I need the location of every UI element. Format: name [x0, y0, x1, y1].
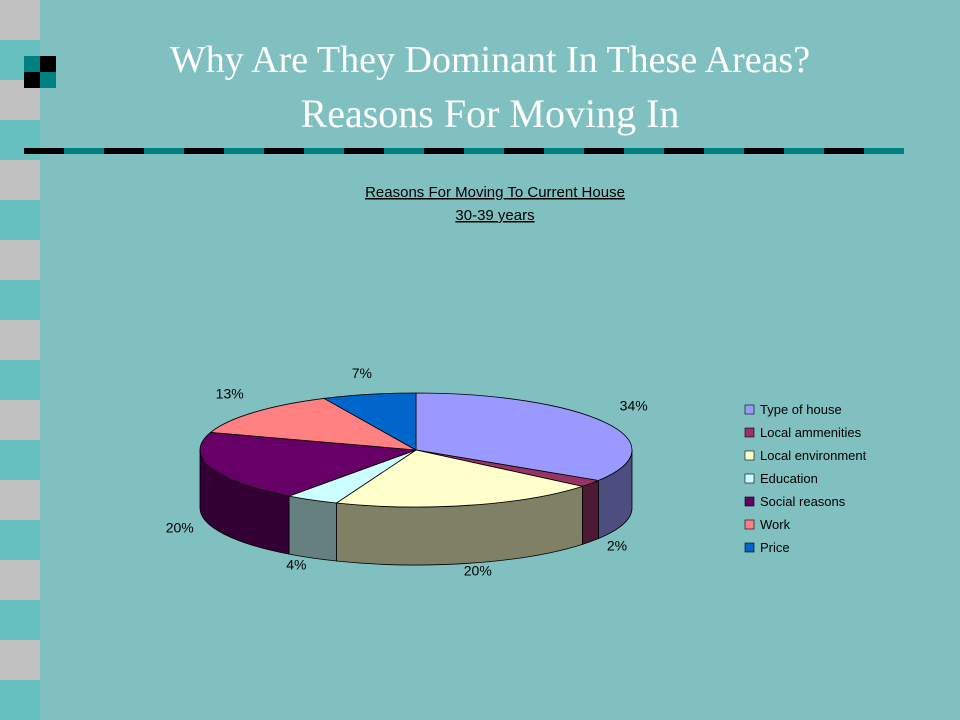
data-label: 7% [352, 365, 372, 381]
pie-slice [322, 392, 417, 451]
legend-swatch [744, 473, 755, 484]
rule-segment [344, 148, 384, 154]
title-rule [24, 148, 904, 154]
rule-segment [504, 148, 544, 154]
chart-subtitle: 30-39 years [455, 207, 534, 224]
strip-block [0, 280, 40, 320]
rule-segment [184, 148, 224, 154]
legend-swatch [744, 519, 755, 530]
strip-block [0, 400, 40, 440]
rule-segment [384, 148, 424, 154]
strip-block [0, 320, 40, 360]
strip-block [0, 520, 40, 560]
slice-side [582, 479, 599, 545]
left-strip [0, 0, 40, 720]
slice-top [199, 431, 417, 497]
strip-block [0, 480, 40, 520]
rule-segment [24, 148, 64, 154]
data-label: 20% [464, 562, 492, 578]
pie: 34% 2% 20% 4% 20% 13% 7% [166, 365, 648, 578]
rule-segment [464, 148, 504, 154]
rule-segment [64, 148, 104, 154]
rule-segment [624, 148, 664, 154]
data-label: 4% [286, 556, 306, 572]
strip-block [0, 200, 40, 240]
pie-slice [335, 449, 584, 566]
pie-slice [287, 449, 417, 562]
legend-swatch [744, 404, 755, 415]
strip-block [0, 240, 40, 280]
strip-block [0, 680, 40, 720]
rule-segment [104, 148, 144, 154]
rule-segment [744, 148, 784, 154]
legend-label: Social reasons [760, 494, 846, 509]
slide-subtitle: Reasons For Moving In [301, 91, 680, 136]
legend-label: Work [760, 517, 791, 532]
rule-segment [864, 148, 904, 154]
slice-top [335, 449, 584, 508]
slice-top [322, 392, 417, 451]
rule-segment [704, 148, 744, 154]
slice-side [288, 495, 337, 562]
rule-segment [264, 148, 304, 154]
chart-title: Reasons For Moving To Current House [365, 184, 625, 201]
legend-swatch [744, 542, 755, 553]
strip-block [0, 160, 40, 200]
strip-block [0, 560, 40, 600]
data-label: 20% [166, 519, 194, 535]
rule-segment [584, 148, 624, 154]
rule-segment [224, 148, 264, 154]
strip-block [0, 640, 40, 680]
legend-label: Education [760, 471, 818, 486]
rule-segment [784, 148, 824, 154]
slice-top [209, 398, 417, 451]
rule-segment [824, 148, 864, 154]
pie-slice [199, 431, 417, 555]
rule-segment [544, 148, 584, 154]
legend-label: Local environment [760, 448, 867, 463]
rule-segment [144, 148, 184, 154]
rule-segment [424, 148, 464, 154]
rule-segment [664, 148, 704, 154]
slide-title: Why Are They Dominant In These Areas? [170, 39, 810, 81]
data-label: 2% [607, 538, 627, 554]
corner-icon [24, 56, 56, 88]
pie-slice [209, 398, 417, 451]
legend-label: Type of house [760, 402, 842, 417]
data-label: 13% [216, 386, 244, 402]
rule-segment [304, 148, 344, 154]
legend-swatch [744, 427, 755, 438]
legend-label: Local ammenities [760, 425, 862, 440]
legend-swatch [744, 496, 755, 507]
legend-label: Price [760, 540, 790, 555]
strip-block [0, 360, 40, 400]
legend: Type of house Local ammenities Local envir… [744, 402, 867, 555]
strip-block [0, 0, 40, 40]
strip-block [0, 600, 40, 640]
data-label: 34% [620, 397, 648, 413]
legend-swatch [744, 450, 755, 461]
strip-block [0, 440, 40, 480]
